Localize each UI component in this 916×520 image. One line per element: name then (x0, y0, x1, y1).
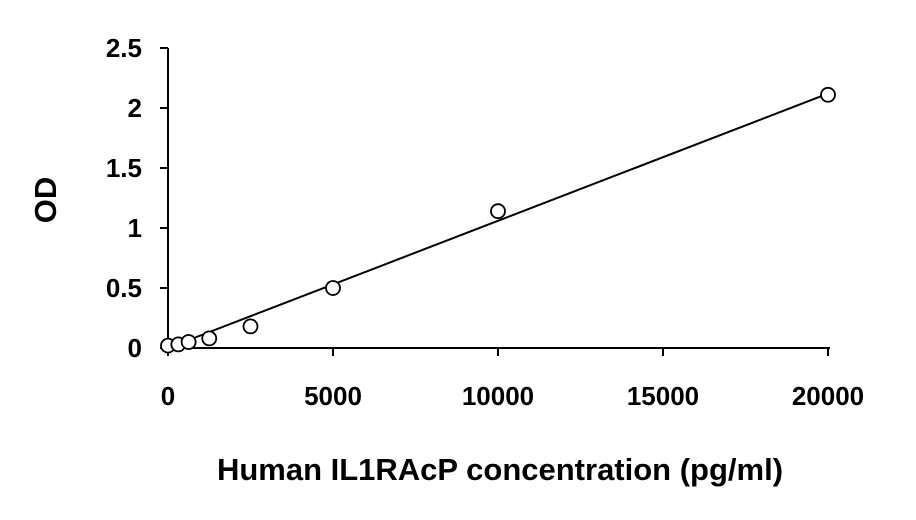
data-point (325, 280, 341, 296)
axes (167, 48, 830, 349)
x-tick-label: 15000 (627, 381, 699, 411)
trendline (167, 92, 829, 349)
x-ticks: 0 5000 10000 15000 20000 (161, 348, 864, 411)
y-ticks: 0 0.5 1 1.5 2 2.5 (106, 33, 168, 363)
y-tick-label: 1.5 (106, 153, 142, 183)
x-tick-label: 5000 (304, 381, 362, 411)
data-points (160, 86, 836, 354)
y-tick-label: 2 (128, 93, 142, 123)
data-point (180, 334, 197, 350)
data-point (490, 203, 506, 220)
y-tick-label: 1 (128, 213, 142, 243)
x-tick-label: 0 (161, 381, 175, 411)
y-tick-label: 0.5 (106, 273, 142, 303)
y-axis-title: OD (28, 177, 63, 224)
data-point (242, 318, 259, 335)
y-tick-label: 0 (128, 333, 142, 363)
data-point (201, 330, 218, 347)
x-tick-label: 20000 (792, 381, 864, 411)
x-tick-label: 10000 (462, 381, 534, 411)
y-tick-label: 2.5 (106, 33, 142, 63)
x-axis-title: Human IL1RAcP concentration (pg/ml) (217, 452, 783, 487)
trendline-group (167, 92, 829, 349)
data-point (820, 86, 836, 103)
